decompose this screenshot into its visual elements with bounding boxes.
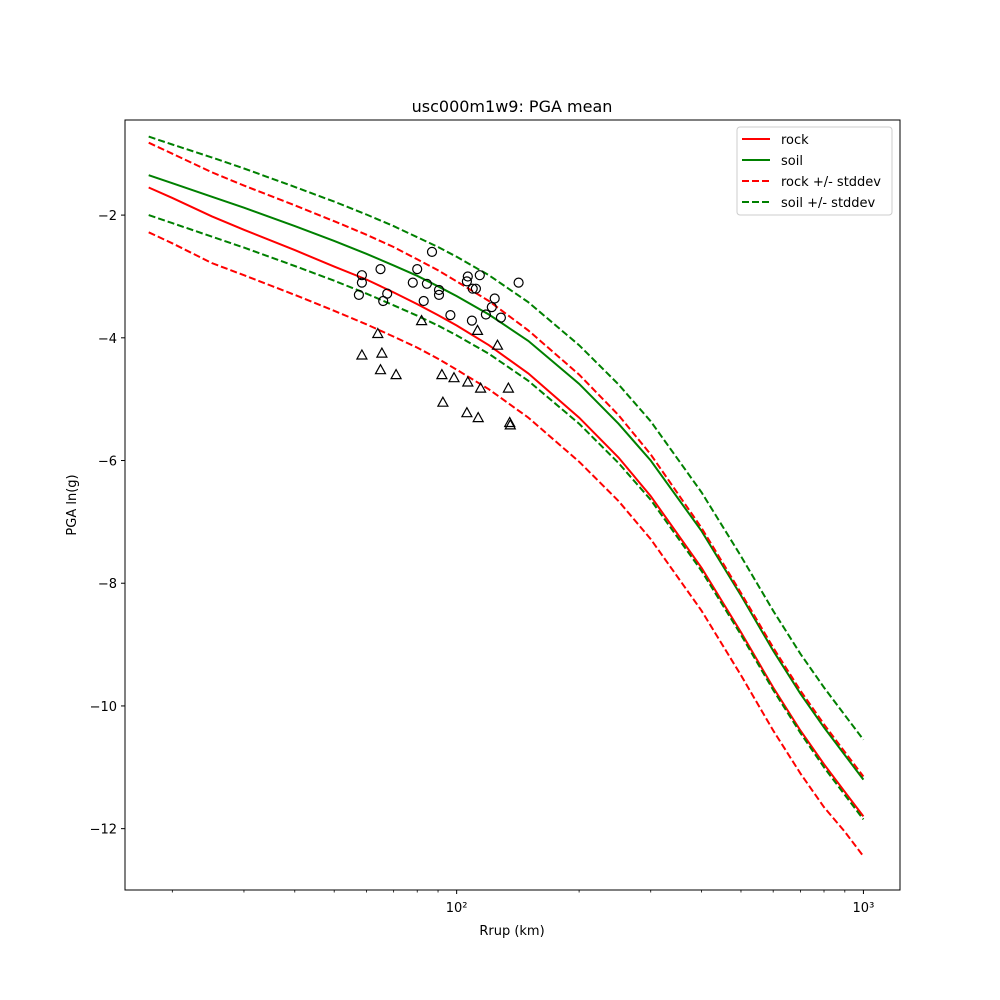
soil-observation-point bbox=[467, 283, 478, 294]
soil-observation-point bbox=[418, 295, 429, 307]
rock-observation-point bbox=[371, 327, 384, 339]
y-tick-label: −8 bbox=[98, 577, 117, 592]
series-line-soil-1 bbox=[148, 174, 865, 781]
y-tick-label: −12 bbox=[90, 823, 117, 838]
soil-observation-point bbox=[474, 270, 485, 281]
soil-observation-point bbox=[353, 289, 364, 300]
soil-observation-point bbox=[433, 289, 445, 300]
rock-observation-point bbox=[472, 411, 485, 423]
soil-observation-point bbox=[461, 276, 472, 287]
x-axis-label: Rrup (km) bbox=[479, 924, 544, 939]
rock-observation-point bbox=[491, 338, 504, 350]
soil-observation-point bbox=[426, 246, 438, 257]
soil-observation-point bbox=[480, 309, 491, 320]
series-line-rock-stddev-lower-3 bbox=[148, 231, 865, 857]
soil-observation-point bbox=[407, 277, 418, 288]
rock-observation-point bbox=[415, 314, 428, 326]
curve-group bbox=[148, 135, 865, 857]
rock-observation-point bbox=[355, 348, 368, 360]
series-line-soil-stddev-lower-5 bbox=[148, 214, 865, 821]
rock-observation-point bbox=[474, 381, 487, 393]
soil-observation-point bbox=[382, 288, 393, 299]
series-line-soil-stddev-4 bbox=[148, 135, 865, 741]
legend-label: soil +/- stddev bbox=[781, 196, 876, 211]
legend-label: rock +/- stddev bbox=[781, 175, 881, 190]
soil-observation-point bbox=[495, 312, 506, 323]
rock-observation-point bbox=[447, 371, 461, 383]
soil-observation-point bbox=[421, 278, 432, 289]
y-tick-label: −6 bbox=[98, 455, 117, 470]
soil-observation-point bbox=[462, 271, 473, 282]
series-line-rock-0 bbox=[148, 186, 865, 818]
y-axis-label: PGA ln(g) bbox=[65, 474, 80, 535]
soil-observation-point bbox=[489, 293, 500, 304]
observation-markers bbox=[353, 246, 524, 430]
rock-observation-point bbox=[375, 346, 388, 358]
rock-observation-point bbox=[504, 418, 517, 430]
legend-label: rock bbox=[781, 133, 809, 148]
legend: rock soil rock +/- stddev soil +/- stddev bbox=[736, 126, 893, 216]
soil-observation-point bbox=[445, 310, 456, 321]
legend-label: soil bbox=[781, 154, 803, 169]
rock-observation-point bbox=[502, 381, 515, 393]
soil-observation-point bbox=[513, 277, 524, 288]
soil-observation-point bbox=[412, 264, 423, 275]
soil-observation-point bbox=[356, 277, 367, 288]
legend-box bbox=[736, 126, 893, 216]
series-line-rock-stddev-2 bbox=[148, 141, 865, 778]
rock-observation-point bbox=[435, 368, 448, 380]
soil-observation-point bbox=[375, 264, 386, 275]
soil-observation-point bbox=[470, 283, 481, 294]
rock-observation-point bbox=[461, 375, 474, 387]
y-tick-label: −10 bbox=[90, 700, 117, 715]
x-tick-label: 10³ bbox=[853, 901, 875, 916]
rock-observation-point bbox=[436, 395, 449, 407]
rock-observation-point bbox=[503, 416, 516, 428]
rock-observation-point bbox=[390, 368, 403, 380]
plot-area bbox=[124, 119, 901, 891]
chart-title: usc000m1w9: PGA mean bbox=[412, 97, 613, 116]
soil-observation-point bbox=[466, 315, 477, 326]
x-axis: 10² 10³ bbox=[171, 890, 875, 916]
rock-observation-point bbox=[471, 324, 484, 335]
soil-observation-point bbox=[356, 270, 367, 281]
rock-observation-point bbox=[460, 406, 473, 418]
x-tick-label: 10² bbox=[446, 901, 468, 916]
y-tick-label: −2 bbox=[98, 209, 117, 224]
rock-observation-point bbox=[374, 363, 387, 375]
axes-frame bbox=[124, 119, 901, 891]
y-axis: −12 −10 −8 −6 −4 −2 bbox=[90, 209, 125, 838]
soil-observation-point bbox=[433, 284, 445, 296]
y-tick-label: −4 bbox=[98, 332, 117, 347]
